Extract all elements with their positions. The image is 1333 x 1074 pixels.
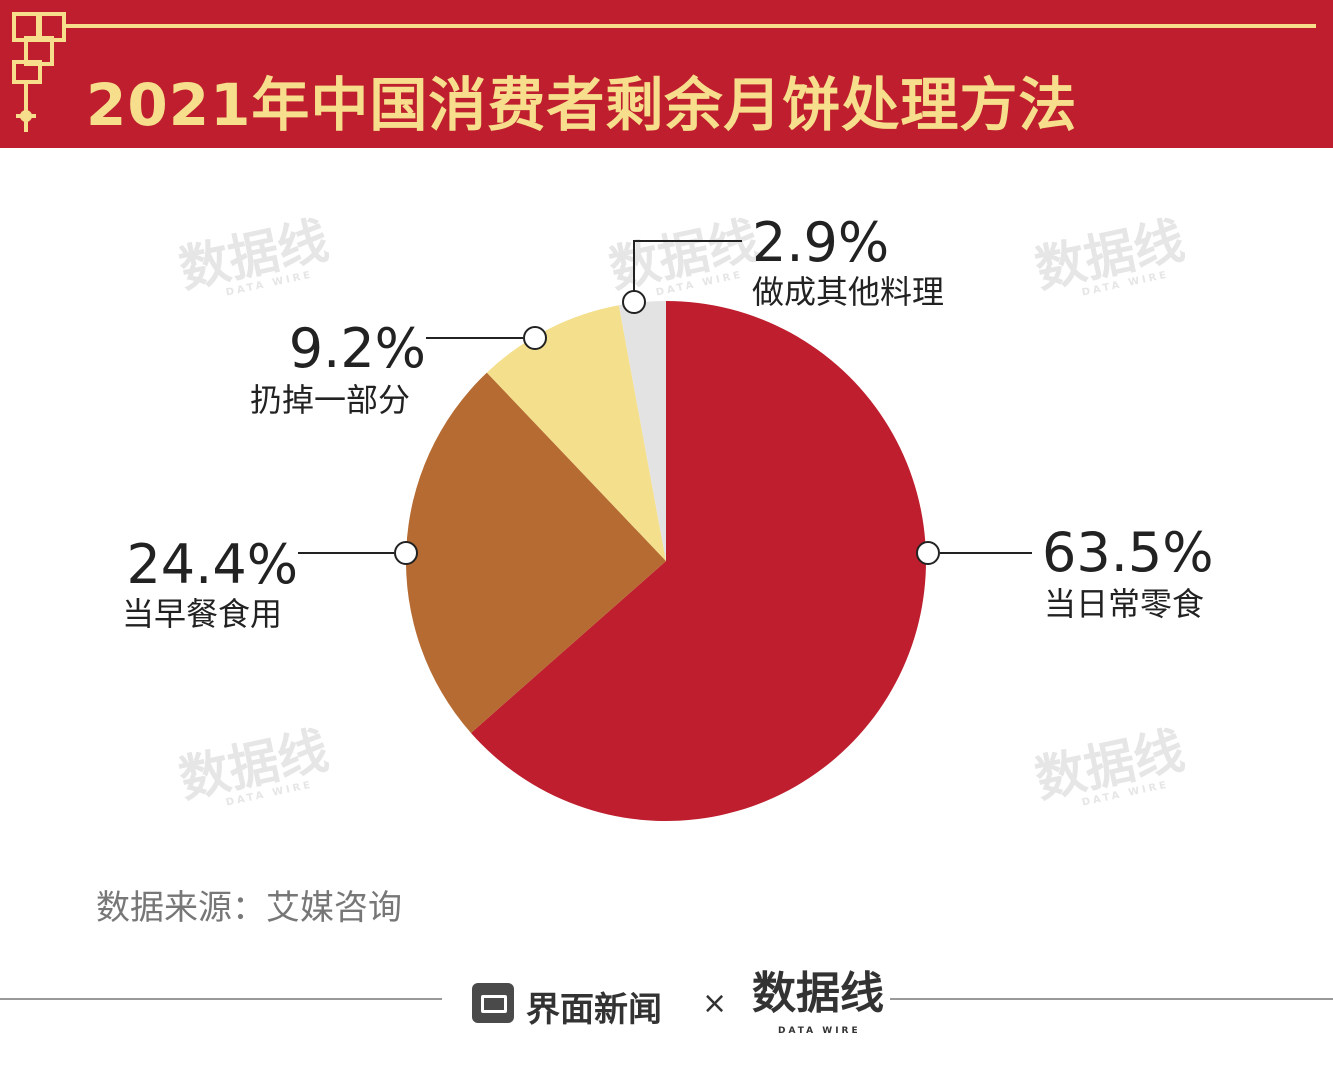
data-label-breakfast-value: 24.4% [126, 533, 298, 596]
leader-dot-other [622, 290, 646, 314]
page-title: 2021年中国消费者剩余月饼处理方法 [86, 71, 1078, 139]
pie-slice-breakfast [406, 372, 666, 733]
leader-dot-snack [916, 541, 940, 565]
data-label-discard-name: 扔掉一部分 [250, 381, 411, 419]
header-rule [84, 24, 1316, 28]
jiemian-logo-icon [472, 983, 514, 1023]
ornament-icon [12, 12, 88, 132]
pie-slice-other [618, 301, 666, 561]
data-wire-logo-sub: DATA WIRE [778, 1026, 861, 1036]
data-label-snack-value: 63.5% [1042, 521, 1214, 584]
pie-slice-discard [486, 305, 666, 561]
leader-dot-breakfast [394, 541, 418, 565]
pie-slice-snack [470, 301, 926, 821]
data-wire-logo: 数据线 [752, 968, 884, 1019]
data-label-snack-name: 当日常零食 [1044, 585, 1205, 623]
footer-rule-right [890, 998, 1333, 1000]
data-label-other-name: 做成其他料理 [752, 273, 945, 311]
source-note: 数据来源：艾媒咨询 [96, 888, 402, 928]
brand-name: 界面新闻 [526, 990, 662, 1030]
data-label-other-value: 2.9% [752, 211, 890, 274]
data-label-discard-value: 9.2% [288, 317, 426, 380]
footer-rule-left [0, 998, 442, 1000]
times-sign: × [702, 986, 728, 1021]
data-label-breakfast-name: 当早餐食用 [122, 595, 283, 633]
leader-dot-discard [523, 326, 547, 350]
leader-line-other [633, 240, 742, 291]
header-bar: 2021年中国消费者剩余月饼处理方法 [0, 0, 1333, 148]
